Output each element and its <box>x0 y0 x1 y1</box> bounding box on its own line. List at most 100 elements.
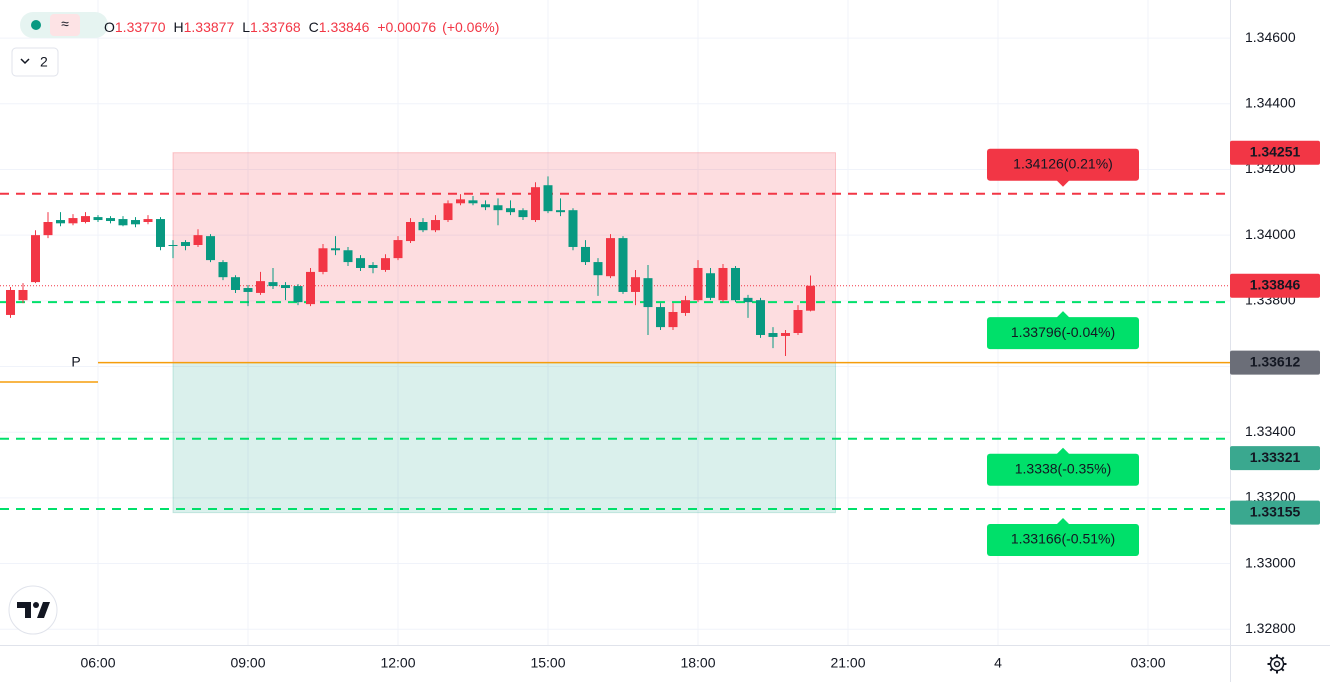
ohlc-text: O1.33770 H1.33877 L1.33768 C1.33846 +0.00076… <box>104 19 499 35</box>
price-label-box <box>1230 500 1320 525</box>
settings-gear[interactable] <box>1267 654 1287 674</box>
candle-body <box>518 210 528 218</box>
candle-body <box>68 218 78 224</box>
candle-body <box>81 216 90 223</box>
pivot-label: P <box>71 353 80 369</box>
stop-zone <box>172 362 836 514</box>
candle-body <box>493 205 503 211</box>
candle-body <box>443 203 453 221</box>
candle-body <box>393 240 403 259</box>
candle-body <box>268 282 278 287</box>
gear-hole <box>1273 660 1281 668</box>
wave-icon: ≈ <box>61 16 69 32</box>
chevron <box>20 58 30 65</box>
candle-body <box>181 242 190 246</box>
level-label: 1.34126(0.21%) <box>1013 155 1113 171</box>
price-label: 1.33155 <box>1250 503 1301 519</box>
change-pct: (+0.06%) <box>442 19 499 35</box>
candle-body <box>806 285 815 311</box>
collapse-count: 2 <box>40 54 48 70</box>
ohlc-value: 1.33770 <box>115 19 166 35</box>
candle-body <box>106 218 115 222</box>
candle-body <box>206 236 215 261</box>
candle-body <box>506 208 515 213</box>
candle-body <box>556 210 565 213</box>
y-tick-label: 1.34400 <box>1245 94 1296 110</box>
status-dot <box>31 20 41 30</box>
level-pointer <box>1056 311 1070 319</box>
collapse-button[interactable] <box>11 47 59 77</box>
logo-bg[interactable] <box>8 585 58 635</box>
level-box <box>987 453 1139 486</box>
change: +0.00076 <box>377 19 436 35</box>
candle-body <box>118 219 128 226</box>
candle-body <box>781 333 790 336</box>
candle-body <box>256 281 265 293</box>
x-tick-label: 12:00 <box>380 655 415 671</box>
candle-body <box>18 289 28 301</box>
ohlc-key: C <box>309 19 319 35</box>
ohlc-key: O <box>104 19 115 35</box>
candle-body <box>131 220 140 225</box>
gear-tooth <box>1269 656 1274 661</box>
price-label: 1.33612 <box>1250 353 1301 369</box>
x-tick-label: 09:00 <box>230 655 265 671</box>
x-tick-label: 4 <box>994 655 1002 671</box>
level-label: 1.33796(-0.04%) <box>1011 324 1115 340</box>
candle-body <box>418 222 428 231</box>
candle-body <box>318 248 328 272</box>
level-pointer <box>1056 447 1070 455</box>
candle-body <box>631 277 640 292</box>
candle-body <box>731 267 740 301</box>
target-zone <box>172 152 836 364</box>
candle-body <box>543 185 553 212</box>
candle-body <box>6 289 15 315</box>
candle-body <box>756 300 765 335</box>
candle-body <box>218 262 228 278</box>
y-tick-label: 1.33000 <box>1245 554 1296 570</box>
x-tick-label: 18:00 <box>680 655 715 671</box>
candle-body <box>768 333 778 337</box>
candle-body <box>431 220 440 231</box>
ohlc-value: 1.33768 <box>250 19 301 35</box>
y-tick-label: 1.33200 <box>1245 489 1296 505</box>
gear-tooth <box>1280 667 1285 672</box>
candle-body <box>643 278 653 308</box>
candle-body <box>306 271 315 305</box>
candle-body <box>706 273 715 298</box>
candle-body <box>681 300 690 313</box>
candle-body <box>743 297 753 303</box>
candle-body <box>243 288 253 292</box>
logo <box>17 602 50 618</box>
candle-body <box>156 219 165 247</box>
candle-body <box>668 311 678 328</box>
candle-body <box>31 235 40 283</box>
candle-body <box>481 204 490 208</box>
ohlc-value: 1.33877 <box>184 19 235 35</box>
header: ≈ O1.33770 H1.33877 L1.33768 C1.33846 +0.0007… <box>11 12 499 77</box>
candle-body <box>293 286 303 303</box>
x-tick-label: 21:00 <box>830 655 865 671</box>
candle-body <box>693 267 703 301</box>
candle-body <box>43 222 53 236</box>
candle-body <box>656 307 665 328</box>
candle-body <box>168 244 178 246</box>
candle-body <box>343 250 353 263</box>
candle-body <box>568 210 578 247</box>
price-label: 1.33321 <box>1250 449 1301 465</box>
level-box <box>987 148 1139 181</box>
candle-body <box>581 246 590 263</box>
price-label: 1.33846 <box>1250 276 1301 292</box>
candle-body <box>356 258 365 268</box>
y-tick-label: 1.33400 <box>1245 423 1296 439</box>
x-tick-label: 15:00 <box>530 655 565 671</box>
candle-body <box>93 217 103 221</box>
candle-body <box>531 187 540 221</box>
candle-body <box>468 200 478 204</box>
candle-body <box>406 222 415 242</box>
price-label-box <box>1230 140 1320 165</box>
level-pointer <box>1056 518 1070 526</box>
price-label: 1.34251 <box>1250 143 1301 159</box>
candle-body <box>368 265 378 268</box>
ohlc-value: 1.33846 <box>319 19 370 35</box>
